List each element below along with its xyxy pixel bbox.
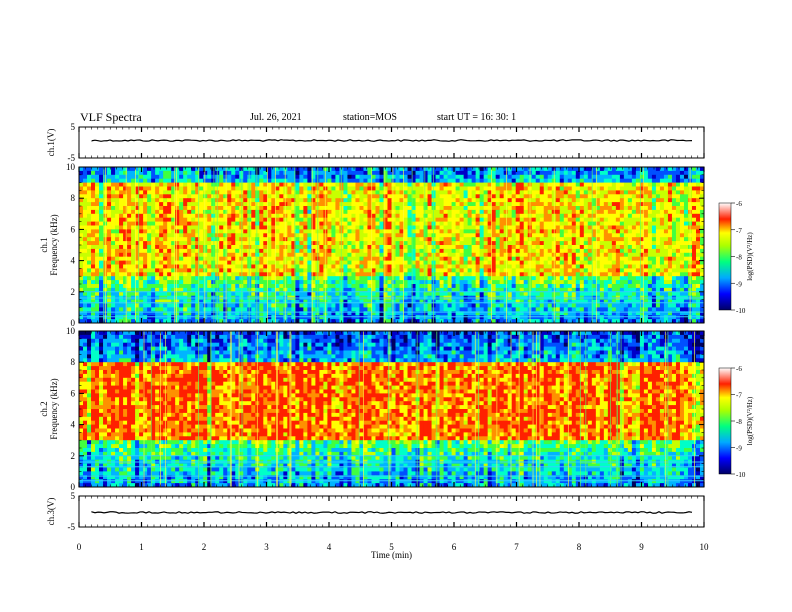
- colorbar-tick-label: -10: [736, 471, 746, 479]
- y-axis-label: ch.1: [39, 237, 49, 252]
- y-axis-label: Frequency (kHz): [49, 378, 59, 439]
- colorbar-label: log(PSD)(V²/Hz): [746, 232, 754, 281]
- spectrogram-ch3: [79, 331, 705, 488]
- y-tick-label: 2: [71, 287, 76, 297]
- colorbar-tick-label: -10: [736, 307, 746, 315]
- colorbar-tick-label: -9: [736, 280, 742, 288]
- start-time-label: start UT = 16: 30: 1: [437, 112, 517, 123]
- figure-title: VLF Spectra: [80, 110, 142, 124]
- x-tick-label: 2: [202, 542, 207, 552]
- colorbar-tick-label: -9: [736, 445, 742, 453]
- x-tick-label: 10: [700, 542, 710, 552]
- y-axis-label: ch.2: [39, 401, 49, 416]
- y-tick-label: 4: [71, 420, 76, 430]
- colorbar-tick-label: -6: [736, 365, 742, 373]
- x-tick-label: 4: [327, 542, 332, 552]
- date-label: Jul. 26, 2021: [250, 112, 302, 123]
- axes-panel-2: 0 2 4 6 8 10 ch.1 Frequency (kHz): [39, 162, 705, 328]
- x-axis-label: Time (min): [371, 550, 412, 560]
- colorbar-tick-label: -6: [736, 200, 742, 208]
- y-tick-label: 2: [71, 451, 76, 461]
- x-tick-label: 8: [577, 542, 582, 552]
- y-tick-label: 10: [66, 326, 76, 336]
- x-tick-label: 1: [139, 542, 144, 552]
- waveform-ch3: [91, 511, 693, 514]
- x-tick-label: 9: [639, 542, 644, 552]
- y-axis-label: ch.1(V): [46, 129, 56, 157]
- y-tick-label: -5: [68, 522, 76, 532]
- x-axis: 0 1 2 3 4 5 6 7 8 9 10 Time (min): [77, 542, 709, 560]
- y-tick-label: -5: [68, 153, 76, 163]
- y-tick-label: 4: [71, 256, 76, 266]
- colorbar-tick-label: -8: [736, 418, 742, 426]
- axes-panel-3: 0 2 4 6 8 10 ch.2 Frequency (kHz): [39, 326, 705, 492]
- x-tick-label: 3: [264, 542, 269, 552]
- waveform-ch1: [91, 139, 693, 142]
- y-tick-label: 6: [71, 388, 76, 398]
- x-tick-label: 5: [389, 542, 394, 552]
- colorbar-ch3: -6 -7 -8 -9 -10 log(PSD)(V²/Hz): [718, 365, 754, 479]
- y-tick-label: 5: [71, 122, 76, 132]
- colorbar-tick-label: -7: [736, 227, 742, 235]
- y-tick-label: 0: [71, 318, 76, 328]
- y-axis-label: ch.3(V): [46, 498, 56, 526]
- colorbar-tick-label: -7: [736, 392, 742, 400]
- y-axis-label: Frequency (kHz): [49, 214, 59, 275]
- colorbar-label: log(PSD)(V²/Hz): [746, 396, 754, 445]
- x-tick-label: 0: [77, 542, 82, 552]
- colorbar-ch2: -6 -7 -8 -9 -10 log(PSD)(V²/Hz): [718, 200, 754, 315]
- axes-panel-4: 5 -5 ch.3(V): [46, 491, 705, 532]
- y-tick-label: 6: [71, 224, 76, 234]
- y-tick-label: 8: [71, 193, 76, 203]
- y-tick-label: 0: [71, 482, 76, 492]
- x-tick-label: 6: [452, 542, 457, 552]
- y-tick-label: 10: [66, 162, 76, 172]
- x-tick-label: 7: [514, 542, 519, 552]
- y-tick-label: 8: [71, 357, 76, 367]
- axes-panel-1: 5 -5 ch.1(V): [46, 122, 705, 163]
- y-tick-label: 5: [71, 491, 76, 501]
- colorbar-tick-label: -8: [736, 254, 742, 262]
- station-label: station=MOS: [343, 112, 397, 123]
- spectrogram-ch2: [79, 167, 705, 324]
